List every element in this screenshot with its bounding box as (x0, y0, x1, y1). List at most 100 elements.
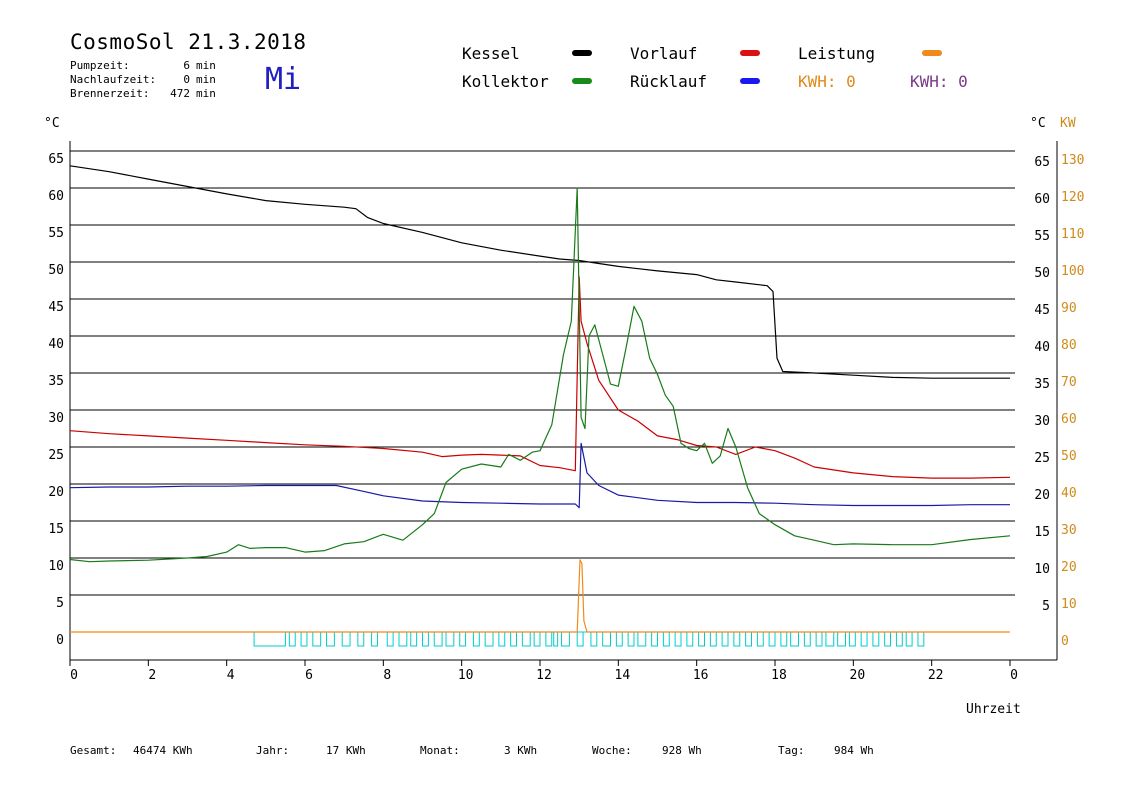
nachlaufzeit-label: Nachlaufzeit: (70, 73, 157, 86)
y-tick-label-left: 65 (48, 152, 64, 167)
pump-on-marker (709, 631, 717, 647)
y-tick-label-right-kw: 30 (1061, 523, 1077, 538)
y-tick-label-right-celsius: 5 (1042, 599, 1050, 614)
pump-on-marker (386, 631, 394, 647)
series-line-kessel (69, 165, 1010, 379)
y-tick-label-right-celsius: 45 (1034, 303, 1050, 318)
nachlaufzeit-unit: min (196, 73, 216, 86)
y-tick-label-right-celsius: 10 (1034, 562, 1050, 577)
pump-on-marker (615, 631, 623, 647)
pump-on-marker (472, 631, 480, 647)
y-tick-label-right-kw: 70 (1061, 375, 1077, 390)
legend-kwh-leistung: KWH: 0 (798, 72, 856, 91)
pump-on-marker (533, 631, 541, 647)
pump-on-marker (884, 631, 892, 647)
pump-on-marker (721, 631, 729, 647)
brennerzeit-unit: min (196, 87, 216, 100)
y-tick-label-right-kw: 100 (1061, 264, 1084, 279)
pump-on-marker (312, 631, 322, 647)
x-tick-label: 20 (850, 668, 866, 683)
pump-on-marker (433, 631, 443, 647)
pump-on-marker (561, 631, 570, 647)
footer-woche-label: Woche: (592, 744, 632, 757)
series-line-kollektor (69, 187, 1011, 563)
pump-on-marker (410, 631, 418, 647)
y-tick-label-right-celsius: 65 (1034, 155, 1050, 170)
x-tick-label: 2 (148, 668, 156, 683)
x-tick-label: 0 (70, 668, 78, 683)
legend-vorlauf-swatch (740, 50, 760, 56)
y-tick-label-left: 10 (48, 559, 64, 574)
pumpzeit-label: Pumpzeit: (70, 59, 130, 72)
footer-gesamt-value: 46474 KWh (133, 744, 193, 757)
footer-tag-value: 984 Wh (834, 744, 874, 757)
y-tick-label-left: 60 (48, 189, 64, 204)
y-tick-label-left: 30 (48, 411, 64, 426)
y-tick-label-left: 20 (48, 485, 64, 500)
pump-on-marker (253, 631, 286, 647)
y-tick-label-right-kw: 130 (1061, 153, 1084, 168)
weekday-label: Mi (265, 62, 302, 97)
left-axis-unit: °C (44, 116, 60, 131)
footer-monat-label: Monat: (420, 744, 460, 757)
right-axis-unit-kw: KW (1060, 116, 1076, 131)
pump-on-marker (674, 631, 682, 647)
y-tick-label-left: 55 (48, 226, 64, 241)
footer-woche-value: 928 Wh (662, 744, 702, 757)
x-tick-label: 22 (928, 668, 944, 683)
pump-on-marker (848, 631, 856, 647)
y-tick-label-left: 50 (48, 263, 64, 278)
y-tick-label-right-celsius: 15 (1034, 525, 1050, 540)
series-line-leistung (70, 559, 1010, 633)
pump-on-marker (422, 631, 429, 647)
y-tick-label-left: 35 (48, 374, 64, 389)
footer-tag-label: Tag: (778, 744, 805, 757)
pump-on-marker (756, 631, 764, 647)
legend-kollektor-label: Kollektor (462, 72, 549, 91)
pump-on-marker (459, 631, 467, 647)
pump-on-marker (398, 631, 408, 647)
pump-on-marker (627, 631, 635, 647)
footer-gesamt-label: Gesamt: (70, 744, 117, 757)
x-tick-label: 16 (693, 668, 709, 683)
pump-on-marker (790, 631, 800, 647)
pump-on-marker (768, 631, 776, 647)
pump-on-marker (602, 631, 612, 647)
pump-on-marker (651, 631, 658, 647)
x-tick-label: 0 (1010, 668, 1018, 683)
pump-on-marker (288, 631, 296, 647)
pump-on-marker (698, 631, 705, 647)
legend-kollektor-swatch (572, 78, 592, 84)
pump-on-marker (510, 631, 517, 647)
x-tick-label: 6 (305, 668, 313, 683)
y-tick-label-right-celsius: 55 (1034, 229, 1050, 244)
y-tick-label-right-celsius: 30 (1034, 414, 1050, 429)
pump-on-marker (815, 631, 823, 647)
pump-on-marker (498, 631, 506, 647)
y-tick-label-right-kw: 60 (1061, 412, 1077, 427)
pump-on-marker (326, 631, 335, 647)
y-tick-label-right-celsius: 60 (1034, 192, 1050, 207)
nachlaufzeit-value: 0 (183, 73, 190, 86)
right-axis-unit-celsius: °C (1030, 116, 1046, 131)
y-tick-label-right-celsius: 20 (1034, 488, 1050, 503)
y-tick-label-right-celsius: 35 (1034, 377, 1050, 392)
x-tick-label: 14 (615, 668, 631, 683)
y-tick-label-right-kw: 80 (1061, 338, 1077, 353)
y-tick-label-right-kw: 120 (1061, 190, 1084, 205)
y-tick-label-left: 40 (48, 337, 64, 352)
brennerzeit-label: Brennerzeit: (70, 87, 150, 100)
pump-on-marker (860, 631, 868, 647)
pump-on-marker (341, 631, 351, 647)
x-tick-label: 12 (536, 668, 552, 683)
pump-on-marker (521, 631, 531, 647)
y-tick-label-right-kw: 110 (1061, 227, 1084, 242)
pump-on-marker (357, 631, 365, 647)
y-tick-label-left: 0 (56, 633, 64, 648)
footer-jahr-value: 17 KWh (326, 744, 366, 757)
y-tick-label-left: 15 (48, 522, 64, 537)
series-line-vorlauf (69, 276, 1011, 479)
y-tick-label-right-kw: 40 (1061, 486, 1077, 501)
x-axis-label: Uhrzeit (966, 702, 1021, 717)
